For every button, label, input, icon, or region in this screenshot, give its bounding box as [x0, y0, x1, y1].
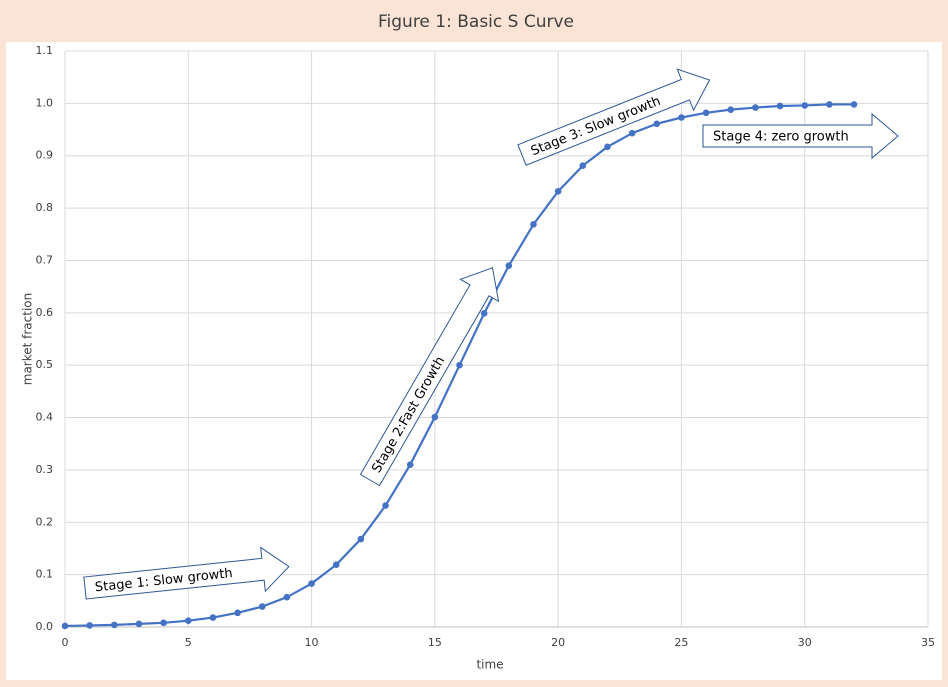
data-point: [604, 143, 611, 151]
x-tick-label: 30: [798, 636, 812, 649]
arrow-shape: [702, 112, 899, 160]
data-point: [283, 593, 291, 601]
data-point: [579, 162, 587, 169]
data-point: [850, 101, 858, 108]
y-tick-label: 0.0: [36, 620, 54, 633]
x-tick-label: 20: [551, 636, 565, 649]
x-tick-label: 0: [62, 636, 69, 649]
data-point: [135, 620, 143, 628]
x-tick-label: 15: [428, 636, 442, 649]
x-axis-label: time: [476, 658, 503, 672]
data-point: [357, 535, 365, 543]
y-tick-label: 0.2: [36, 515, 54, 528]
y-tick-label: 1.0: [36, 96, 54, 109]
data-point: [382, 502, 389, 509]
data-point: [480, 310, 488, 317]
x-tick-label: 35: [921, 636, 935, 649]
data-point: [61, 622, 69, 630]
y-tick-label: 0.1: [36, 568, 54, 581]
data-point: [505, 262, 513, 269]
arrow-shape: [83, 546, 290, 600]
y-tick-label: 0.4: [36, 411, 54, 424]
data-point: [530, 221, 537, 228]
data-point: [702, 109, 710, 117]
data-point: [628, 129, 636, 137]
data-point: [456, 361, 463, 369]
data-point: [234, 609, 241, 617]
data-point: [406, 461, 414, 468]
data-point: [678, 114, 685, 121]
y-tick-label: 0.7: [36, 253, 54, 266]
y-tick-label: 0.9: [36, 149, 54, 162]
data-point: [209, 614, 217, 621]
data-point: [332, 561, 340, 568]
y-tick-label: 1.1: [36, 44, 54, 57]
y-axis-label: market fraction: [21, 293, 35, 386]
x-tick-label: 25: [674, 636, 688, 649]
data-point: [258, 603, 266, 610]
data-point: [554, 188, 562, 195]
data-point: [86, 622, 93, 629]
y-tick-label: 0.6: [36, 306, 54, 319]
data-point: [184, 617, 192, 625]
x-tick-label: 10: [305, 636, 319, 649]
x-tick-label: 5: [185, 636, 192, 649]
data-point: [727, 106, 735, 113]
data-point: [111, 621, 118, 629]
data-point: [160, 619, 167, 627]
annotation-text: Stage 4: zero growth: [713, 130, 849, 145]
chart-title: Figure 1: Basic S Curve: [378, 12, 574, 32]
data-point: [826, 101, 833, 108]
data-point: [776, 102, 784, 110]
data-point: [653, 120, 661, 128]
data-point: [752, 104, 759, 111]
y-tick-label: 0.3: [36, 463, 54, 476]
arrow-shape: [517, 68, 711, 166]
y-tick-label: 0.5: [36, 358, 54, 371]
data-point: [431, 413, 439, 421]
data-point: [308, 580, 315, 587]
data-point: [801, 102, 809, 109]
y-tick-label: 0.8: [36, 201, 54, 214]
annotation-arrow: Stage 4: zero growth: [702, 112, 899, 160]
arrow-shape: [359, 267, 500, 487]
